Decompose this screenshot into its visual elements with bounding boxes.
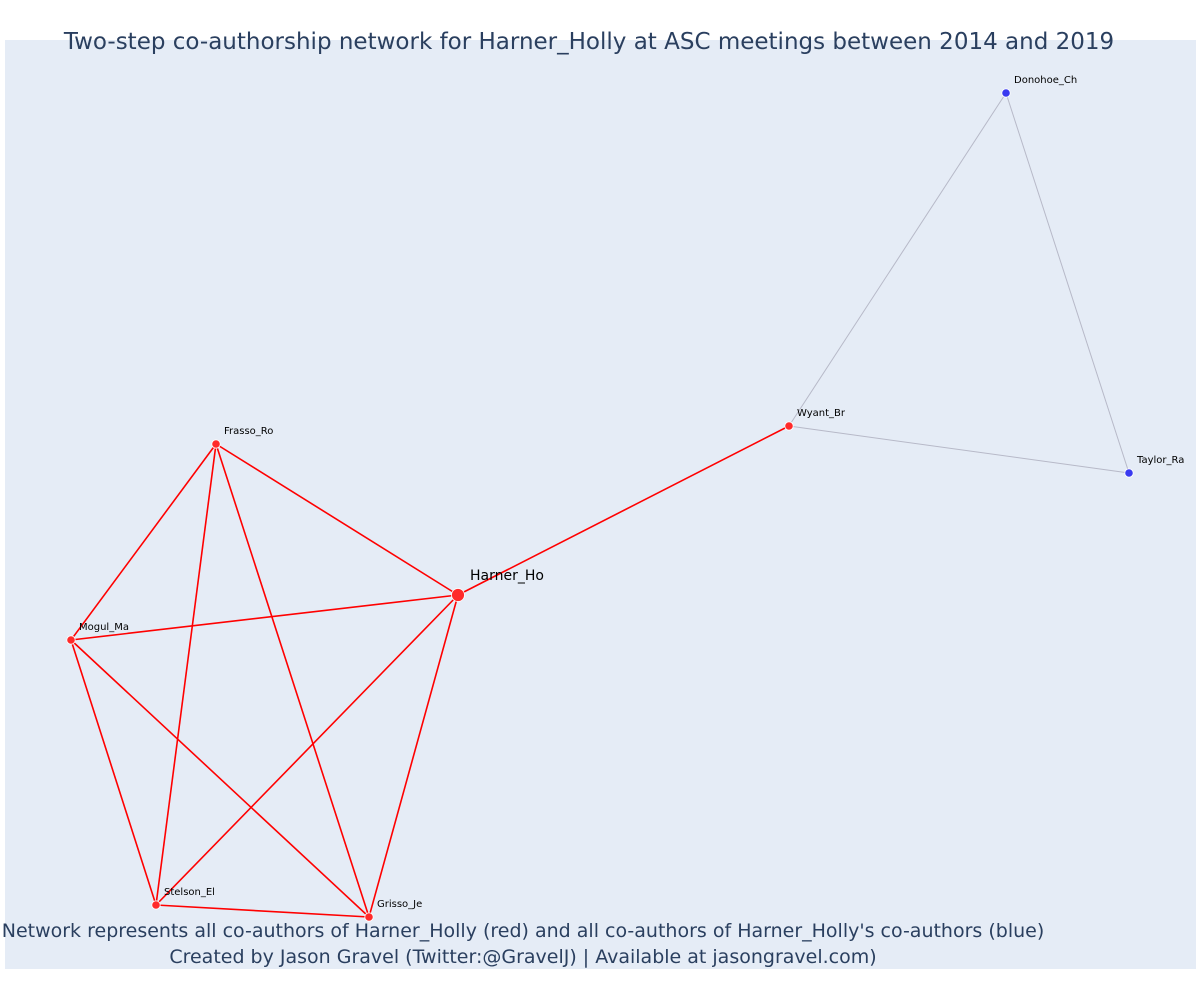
edge-Mogul_Ma-Grisso_Je: [70, 639, 370, 918]
footer-line-1: Network represents all co-authors of Har…: [1, 920, 1045, 942]
node-marker[interactable]: [211, 439, 221, 449]
node-Grisso_Je[interactable]: Grisso_Je: [364, 899, 422, 922]
edge-Donohoe_Ch-Taylor_Ra: [1005, 92, 1130, 474]
node-label: Mogul_Ma: [79, 622, 129, 633]
chart-footer: Network represents all co-authors of Har…: [0, 918, 1046, 970]
edge-Stelson_El-Grisso_Je: [155, 904, 370, 918]
edge-Harner_Ho-Grisso_Je: [368, 594, 459, 918]
plot-area: [5, 40, 1196, 969]
node-marker[interactable]: [151, 900, 161, 910]
node-marker[interactable]: [66, 635, 76, 645]
nodes-layer: Harner_Ho Frasso_Ro Mogul_Ma Stelson_El Gris…: [66, 75, 1185, 922]
chart-title: Two-step co-authorship network for Harne…: [63, 29, 1115, 55]
node-Taylor_Ra[interactable]: Taylor_Ra: [1124, 455, 1185, 478]
edge-Mogul_Ma-Stelson_El: [70, 639, 157, 906]
node-Frasso_Ro[interactable]: Frasso_Ro: [211, 426, 274, 449]
node-label: Wyant_Br: [797, 408, 846, 419]
node-Mogul_Ma[interactable]: Mogul_Ma: [66, 622, 129, 645]
node-marker[interactable]: [364, 912, 374, 922]
node-Harner_Ho[interactable]: Harner_Ho: [451, 568, 544, 602]
node-label: Stelson_El: [164, 887, 215, 898]
edges-layer: [70, 92, 1130, 918]
node-Wyant_Br[interactable]: Wyant_Br: [784, 408, 846, 431]
footer-line-2: Created by Jason Gravel (Twitter:@Gravel…: [169, 946, 877, 968]
node-label: Taylor_Ra: [1136, 455, 1184, 466]
node-label: Grisso_Je: [377, 899, 422, 910]
node-marker[interactable]: [1001, 88, 1011, 98]
edge-Harner_Ho-Stelson_El: [155, 594, 459, 906]
node-marker[interactable]: [451, 588, 465, 602]
node-Donohoe_Ch[interactable]: Donohoe_Ch: [1001, 75, 1077, 98]
node-label: Frasso_Ro: [224, 426, 273, 437]
node-marker[interactable]: [784, 421, 794, 431]
node-Stelson_El[interactable]: Stelson_El: [151, 887, 215, 910]
edge-Harner_Ho-Frasso_Ro: [215, 443, 459, 596]
edge-Wyant_Br-Taylor_Ra: [788, 425, 1130, 474]
edge-Harner_Ho-Mogul_Ma: [70, 594, 459, 641]
edge-Frasso_Ro-Stelson_El: [155, 443, 217, 906]
edge-Frasso_Ro-Mogul_Ma: [70, 443, 217, 641]
node-label: Harner_Ho: [470, 568, 544, 584]
node-label: Donohoe_Ch: [1014, 75, 1077, 86]
edge-Frasso_Ro-Grisso_Je: [215, 443, 370, 918]
node-marker[interactable]: [1124, 468, 1134, 478]
edge-Wyant_Br-Donohoe_Ch: [788, 92, 1007, 427]
edge-Harner_Ho-Wyant_Br: [457, 425, 790, 596]
